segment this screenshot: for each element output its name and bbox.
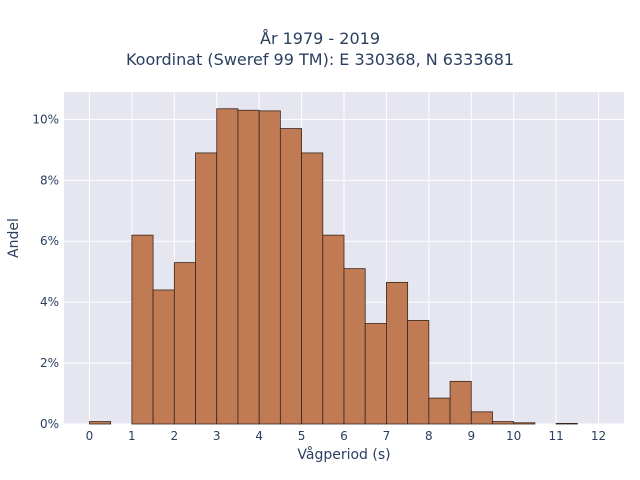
- histogram-bar: [173, 262, 196, 425]
- chart-title-line-1: År 1979 - 2019: [260, 29, 380, 48]
- bars: [89, 108, 578, 425]
- histogram-bar: [152, 289, 175, 425]
- histogram-bar: [492, 421, 515, 425]
- histogram-bar: [470, 411, 493, 425]
- x-tick-label: 6: [340, 429, 348, 443]
- x-tick-labels: 0 1 2 3 4 5 6 7 8 9 10 11 12: [86, 429, 607, 443]
- x-tick-label: 1: [128, 429, 136, 443]
- y-tick-label: 4%: [40, 295, 59, 309]
- x-tick-label: 7: [383, 429, 391, 443]
- y-tick-label: 8%: [40, 173, 59, 187]
- x-tick-label: 11: [548, 429, 563, 443]
- histogram-bar: [279, 128, 302, 425]
- histogram-bar: [89, 421, 112, 425]
- histogram-bar: [301, 152, 324, 425]
- y-axis-title: Andel: [6, 218, 22, 258]
- histogram-bar: [131, 234, 154, 425]
- x-tick-label: 0: [86, 429, 94, 443]
- histogram-bar: [364, 323, 387, 425]
- histogram-bar: [449, 380, 472, 425]
- y-tick-labels: 0% 2% 4% 6% 8% 10%: [32, 112, 59, 431]
- x-tick-label: 2: [170, 429, 178, 443]
- histogram-bar: [555, 422, 578, 425]
- y-tick-label: 6%: [40, 234, 59, 248]
- histogram-bar: [258, 110, 281, 425]
- histogram-bar: [428, 397, 451, 425]
- x-tick-label: 5: [298, 429, 306, 443]
- chart-title-line-2: Koordinat (Sweref 99 TM): E 330368, N 63…: [125, 50, 515, 69]
- y-tick-label: 2%: [40, 356, 59, 370]
- x-tick-label: 3: [213, 429, 221, 443]
- x-tick-label: 9: [467, 429, 475, 443]
- x-tick-label: 10: [506, 429, 521, 443]
- histogram-bar: [513, 422, 536, 425]
- histogram-bar: [407, 320, 430, 425]
- histogram-bar: [386, 281, 409, 425]
- x-tick-label: 12: [591, 429, 606, 443]
- y-tick-label: 10%: [32, 112, 59, 126]
- x-tick-label: 4: [255, 429, 263, 443]
- histogram-bar: [237, 109, 260, 425]
- x-tick-label: 8: [425, 429, 433, 443]
- histogram-bar: [343, 268, 366, 425]
- histogram-bar: [322, 234, 345, 425]
- x-axis-title: Vågperiod (s): [297, 447, 391, 463]
- histogram-bar: [216, 108, 239, 425]
- histogram-bar: [195, 152, 218, 425]
- y-tick-label: 0%: [40, 417, 59, 431]
